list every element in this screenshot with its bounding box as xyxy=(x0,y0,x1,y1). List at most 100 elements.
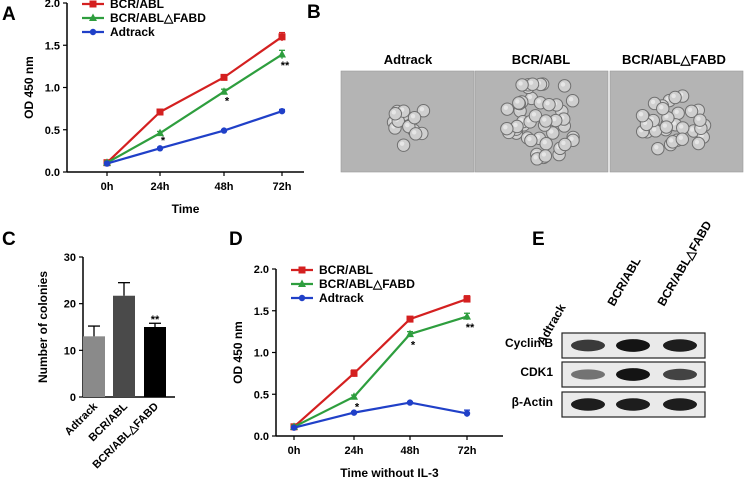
data-point xyxy=(463,295,471,303)
y-tick-label: 20 xyxy=(64,299,76,311)
bar xyxy=(144,327,166,397)
cell-highlight xyxy=(533,155,538,160)
legend-label: BCR/ABL xyxy=(319,263,373,277)
legend-marker xyxy=(298,279,306,287)
blot-band xyxy=(571,339,605,352)
series-line-0 xyxy=(293,298,468,428)
panel-label-b: B xyxy=(307,2,321,23)
y-tick-label: 1.0 xyxy=(45,83,60,95)
x-tick-label: 72h xyxy=(458,445,477,457)
significance-mark: ** xyxy=(281,60,290,72)
cell-highlight xyxy=(527,94,533,100)
significance-mark: ** xyxy=(151,314,160,326)
data-point xyxy=(406,315,414,323)
x-tick-label: 24h xyxy=(345,445,364,457)
y-tick-label: 2.0 xyxy=(254,264,269,276)
cell-highlight xyxy=(513,122,518,128)
wb-lane-label-bcr-abl: BCR/ABL xyxy=(604,255,643,309)
cell-highlight xyxy=(569,136,574,141)
y-tick-label: 0.0 xyxy=(254,431,269,443)
data-point xyxy=(350,409,358,416)
bar xyxy=(83,336,105,397)
y-tick-label: 1.0 xyxy=(254,348,269,360)
wb-row-label-beta-actin: β-Actin xyxy=(512,395,553,409)
x-tick-label: 0h xyxy=(101,181,114,193)
cell-highlight xyxy=(674,109,679,114)
legend-marker xyxy=(298,294,306,302)
panel-label-e: E xyxy=(532,229,545,250)
cell-highlight xyxy=(671,93,676,99)
data-point xyxy=(278,107,286,115)
cell-highlight xyxy=(659,104,664,110)
data-point xyxy=(278,33,286,41)
data-point xyxy=(290,424,298,431)
data-point xyxy=(156,108,164,116)
blot-band xyxy=(616,368,650,381)
y-tick-label: 1.5 xyxy=(254,306,269,318)
cell-highlight xyxy=(561,140,566,146)
legend-marker xyxy=(89,28,97,36)
micrograph-title-bcr-abl-fabd: BCR/ABL△FABD xyxy=(622,52,726,67)
data-point xyxy=(220,73,228,81)
x-tick-label: 48h xyxy=(215,181,234,193)
x-tick-label: 48h xyxy=(401,445,420,457)
cell-highlight xyxy=(412,130,417,135)
cell-highlight xyxy=(679,124,684,129)
x-tick-label: 72h xyxy=(273,181,292,193)
cell-highlight xyxy=(568,97,574,102)
cell-highlight xyxy=(542,140,547,145)
micrograph-title-adtrack: Adtrack xyxy=(384,52,433,67)
data-point xyxy=(463,410,471,417)
cell-highlight xyxy=(664,114,669,119)
data-point xyxy=(103,160,111,167)
y-tick-label: 0.5 xyxy=(254,389,269,401)
y-tick-label: 30 xyxy=(64,252,76,264)
cell-highlight xyxy=(669,138,674,143)
blot-band xyxy=(663,368,697,381)
series-line-2 xyxy=(106,110,283,165)
micrograph-title-bcr-abl: BCR/ABL xyxy=(512,52,571,67)
chart-a-proliferation: 0.0 0.5 1.0 1.5 2.0 0h 24h 48h 72h Time OD 450 nm B… xyxy=(22,0,304,216)
cell-highlight xyxy=(527,136,532,142)
significance-mark: * xyxy=(161,135,166,147)
cell-highlight xyxy=(654,144,659,150)
cell-highlight xyxy=(560,82,566,87)
cell-highlight xyxy=(549,129,554,134)
panel-label-c: C xyxy=(2,229,16,250)
data-point xyxy=(406,399,414,406)
cell-highlight xyxy=(536,99,542,104)
y-tick-label: 10 xyxy=(64,345,76,357)
significance-mark: * xyxy=(355,401,360,413)
cell-highlight xyxy=(518,81,523,86)
cell-highlight xyxy=(515,99,520,104)
cell-highlight xyxy=(694,139,700,145)
panel-label-a: A xyxy=(2,4,16,25)
bar xyxy=(113,295,135,397)
cell-highlight xyxy=(678,135,684,140)
cell-highlight xyxy=(545,100,550,106)
cell-highlight xyxy=(503,105,509,110)
legend-marker xyxy=(298,266,306,274)
data-point xyxy=(350,369,358,377)
series-line-1 xyxy=(293,315,468,428)
legend-marker xyxy=(89,0,97,8)
x-tick-label: 0h xyxy=(288,445,301,457)
y-axis-title: OD 450 nm xyxy=(22,56,36,119)
y-axis-title: Number of colonies xyxy=(36,271,50,383)
wb-row-label-cdk1: CDK1 xyxy=(520,365,553,379)
y-tick-label: 0.0 xyxy=(45,167,60,179)
legend-label: BCR/ABL△FABD xyxy=(110,11,206,25)
cell-highlight xyxy=(650,99,656,105)
cell-highlight xyxy=(651,127,657,132)
cell-highlight xyxy=(399,141,405,146)
significance-mark: * xyxy=(225,95,230,107)
blot-band xyxy=(663,398,697,411)
cell-highlight xyxy=(638,111,644,117)
panel-label-d: D xyxy=(229,229,243,250)
blot-band xyxy=(663,339,697,352)
y-tick-label: 0 xyxy=(70,392,76,404)
data-point xyxy=(220,127,228,134)
wb-row-label-cyclin-b: Cyclin B xyxy=(505,336,553,350)
